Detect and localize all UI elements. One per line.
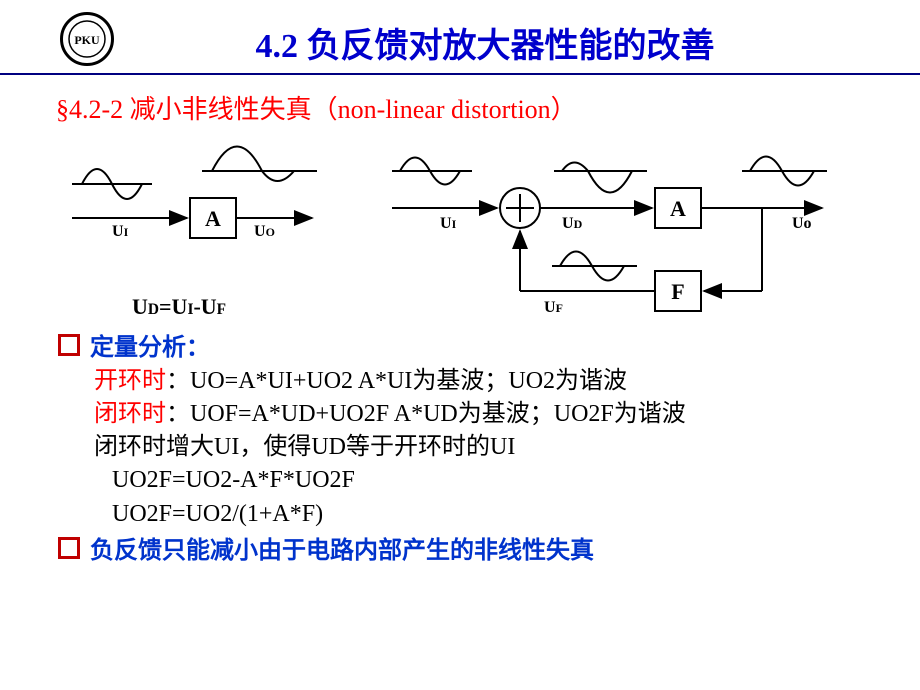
page-title: 4.2 负反馈对放大器性能的改善 (0, 18, 920, 67)
quant-analysis-label: 定量分析： (90, 335, 210, 361)
conclusion-label: 负反馈只能减小由于电路内部产生的非线性失真 (90, 538, 594, 564)
svg-text:UD: UD (562, 215, 583, 232)
closed-loop-line: 闭环时：UOF=A*UD+UO2F A*UD为基波；UO2F为谐波 (58, 398, 920, 431)
uo-label: UO (254, 223, 275, 240)
svg-text:F: F (671, 279, 684, 304)
svg-text:UI: UI (440, 215, 457, 232)
ui-label: UI (112, 223, 129, 240)
svg-text:A: A (670, 196, 686, 221)
open-loop-diagram: UI A UO (72, 147, 317, 241)
svg-text:UF: UF (544, 299, 563, 316)
header: PKU 4.2 负反馈对放大器性能的改善 (0, 0, 920, 75)
bullet-line-2: 负反馈只能减小由于电路内部产生的非线性失真 (58, 535, 920, 568)
closed-loop-note: 闭环时增大UI，使得UD等于开环时的UI (58, 431, 920, 464)
bullet-icon (58, 537, 80, 559)
closed-loop-label: 闭环时 (94, 401, 166, 427)
eq-uo2f-1: UO2F=UO2-A*F*UO2F (58, 464, 920, 497)
bullet-line-1: 定量分析： (58, 332, 920, 365)
university-logo-icon: PKU (60, 12, 114, 66)
section-title: §4.2-2 减小非线性失真（non-linear distortion） (0, 75, 920, 136)
diagrams: UI A UO UI UD (72, 136, 892, 326)
open-loop-label: 开环时 (94, 368, 166, 394)
bullet-icon (58, 334, 80, 356)
open-loop-eq: ：UO=A*UI+UO2 A*UI为基波；UO2为谐波 (166, 368, 627, 394)
content-body: 定量分析： 开环时：UO=A*UI+UO2 A*UI为基波；UO2为谐波 闭环时… (0, 326, 920, 568)
svg-text:PKU: PKU (74, 33, 100, 47)
eq-uo2f-2: UO2F=UO2/(1+A*F) (58, 498, 920, 531)
feedback-diagram: UI UD A Uo F (392, 157, 827, 317)
open-loop-line: 开环时：UO=A*UI+UO2 A*UI为基波；UO2为谐波 (58, 365, 920, 398)
svg-text:Uo: Uo (792, 215, 812, 232)
a-block-label: A (205, 206, 221, 231)
ud-equation: UD=UI-UF (132, 294, 226, 320)
closed-loop-eq: ：UOF=A*UD+UO2F A*UD为基波；UO2F为谐波 (166, 401, 686, 427)
